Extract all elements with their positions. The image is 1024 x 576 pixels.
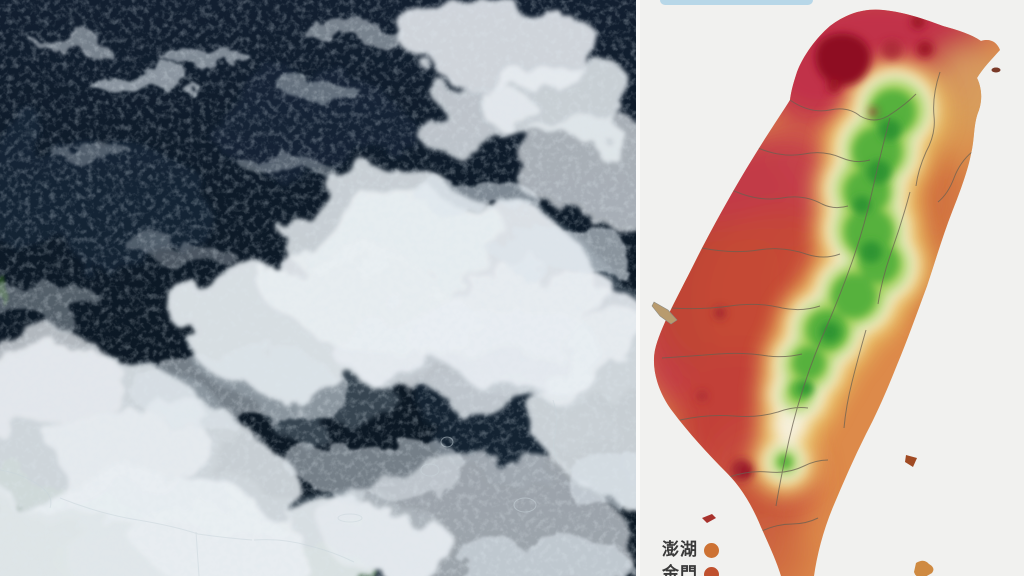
guishan-island — [991, 67, 1001, 73]
legend-row-kinmen: 金門 — [662, 564, 719, 576]
xiaoliuqiu-island — [702, 514, 716, 523]
taiwan-heatmap-art — [651, 9, 1001, 576]
satellite-art — [0, 0, 636, 576]
kinmen-temperature-dot — [704, 567, 719, 576]
hottest-spots — [697, 15, 933, 481]
orchid-island — [914, 560, 934, 576]
coldest-spots — [799, 119, 901, 395]
penghu-label: 澎湖 — [662, 540, 698, 560]
coastline-overlay — [0, 399, 560, 576]
speckle-clouds — [0, 0, 636, 576]
kinmen-label: 金門 — [662, 564, 698, 576]
penghu-temperature-dot — [704, 543, 719, 558]
legend-row-penghu: 澎湖 — [662, 540, 719, 561]
panel-divider — [636, 0, 640, 576]
green-island — [905, 455, 917, 467]
sandbar-islet — [651, 301, 678, 325]
top-bubble-remnant — [660, 0, 813, 5]
satellite-cloud-image — [0, 0, 636, 576]
outlying-islands-legend: 澎湖 金門 — [662, 540, 719, 576]
county-borders — [661, 71, 973, 533]
taiwan-temperature-map: 澎湖 金門 — [640, 0, 1024, 576]
taiwan-island — [653, 9, 1000, 576]
